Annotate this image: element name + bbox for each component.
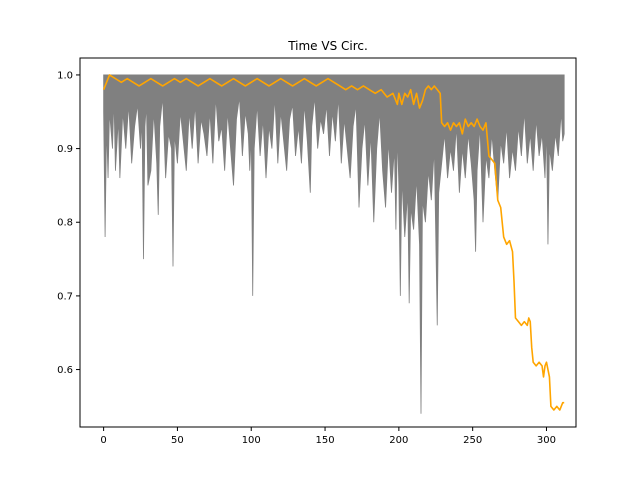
y-tick-label: 0.8 (57, 218, 73, 229)
x-tick-label: 150 (316, 435, 335, 446)
y-tick-label: 0.6 (57, 365, 73, 376)
x-tick-label: 100 (242, 435, 261, 446)
chart-title: Time VS Circ. (287, 39, 368, 53)
x-tick-label: 200 (389, 435, 408, 446)
y-tick-label: 0.9 (57, 144, 73, 155)
series-line-0 (102, 74, 565, 411)
y-tick-label: 1.0 (57, 70, 73, 81)
x-tick-label: 250 (463, 435, 482, 446)
axes: 0 50 100 150 200 250 300 0.6 0.7 0.8 0.9 1.0 (57, 57, 577, 446)
range-band (103, 74, 565, 414)
y-tick-label: 0.7 (57, 291, 73, 302)
x-tick-label: 50 (171, 435, 184, 446)
axes-frame (79, 57, 577, 428)
x-tick-label: 300 (537, 435, 556, 446)
x-tick-label: 0 (100, 435, 106, 446)
plot-area (102, 74, 565, 414)
